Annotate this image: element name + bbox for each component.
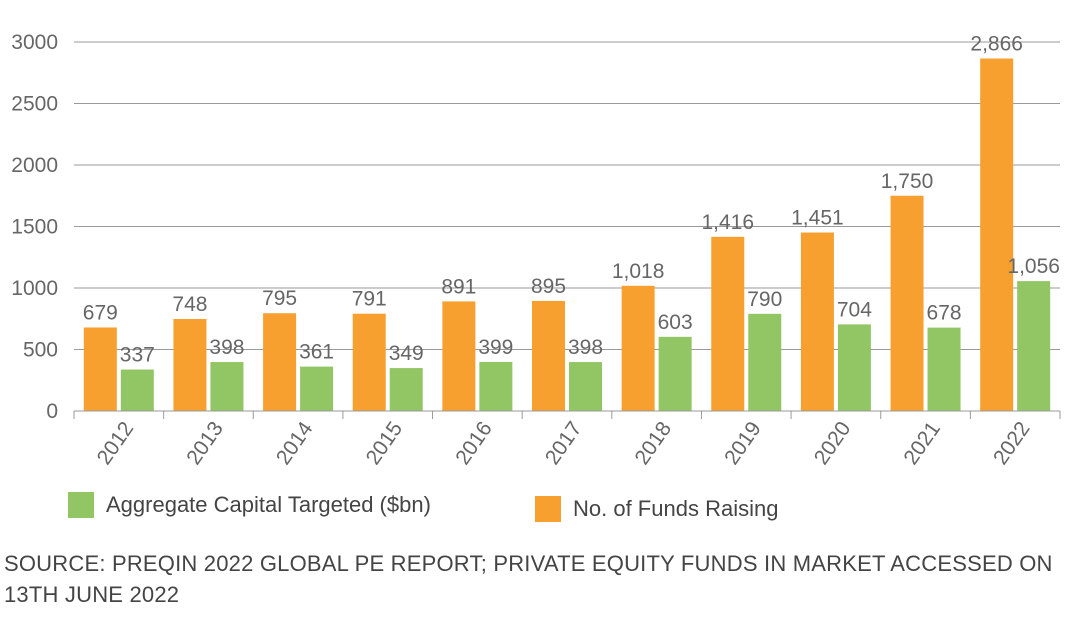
y-tick-label: 3000 [11,31,58,54]
y-tick-label: 1500 [11,216,58,239]
data-labels: 6793377483987953617913498913998953981,01… [83,32,1060,366]
bar-funds-raising [621,285,655,411]
data-label-funds: 795 [262,287,297,310]
data-label-capital: 337 [120,344,155,367]
x-category-label: 2015 [362,418,408,469]
bar-funds-raising [263,313,297,411]
bar-funds-raising [173,318,207,411]
data-label-funds: 748 [172,293,207,316]
legend-label-capital: Aggregate Capital Targeted ($bn) [106,492,431,517]
legend-item-funds: No. of Funds Raising [535,496,778,522]
x-category-label: 2012 [93,418,139,469]
source-note: SOURCE: PREQIN 2022 GLOBAL PE REPORT; PR… [4,551,1053,607]
bar-capital-targeted [658,336,692,411]
bar-capital-targeted [1017,281,1051,411]
data-label-funds: 1,750 [881,170,934,193]
data-label-funds: 1,416 [701,211,754,234]
data-label-capital: 349 [389,342,424,365]
data-label-capital: 704 [837,298,872,321]
bar-capital-targeted [479,361,513,411]
data-label-capital: 399 [478,336,513,359]
bar-funds-raising [532,300,565,411]
data-label-funds: 2,866 [970,32,1023,55]
legend-item-capital: Aggregate Capital Targeted ($bn) [68,492,431,518]
x-category-label: 2020 [810,418,856,469]
data-label-capital: 1,056 [1007,255,1060,278]
data-label-capital: 398 [568,336,603,359]
x-category-label: 2021 [899,418,945,469]
legend-swatch-orange [535,496,561,522]
bar-capital-targeted [389,368,423,411]
bar-funds-raising [711,236,745,411]
bar-funds-raising [352,313,386,411]
y-tick-label: 500 [23,339,58,362]
data-label-funds: 895 [531,275,566,298]
bar-funds-raising [800,232,834,411]
x-category-label: 2014 [272,417,318,469]
bar-funds-raising [890,195,924,411]
bar-capital-targeted [120,369,154,411]
y-tick-label: 0 [46,400,58,423]
y-tick-label: 1000 [11,277,58,300]
x-axis: 2012 2013 2014 2015 2016 2017 2018 2019 2020 2021… [73,410,1061,469]
bar-capital-targeted [300,366,334,411]
y-axis: 0 500 1000 1500 2000 2500 3000 [11,31,58,423]
y-tick-label: 2500 [11,93,58,116]
y-tick-label: 2000 [11,154,58,177]
bar-capital-targeted [748,313,782,411]
data-label-funds: 1,451 [791,207,844,230]
x-category-label: 2018 [630,418,676,469]
data-label-capital: 603 [658,311,693,334]
bars [83,58,1051,412]
bar-funds-raising [83,327,117,411]
data-label-capital: 790 [747,288,782,311]
data-label-capital: 361 [299,341,334,364]
data-label-funds: 679 [83,301,118,324]
x-category-label: 2022 [989,418,1035,469]
legend-label-funds: No. of Funds Raising [573,496,779,521]
bar-funds-raising [442,301,476,411]
data-label-funds: 891 [441,275,476,298]
bar-capital-targeted [569,362,602,411]
bar-capital-targeted [210,362,244,411]
data-label-capital: 678 [927,302,962,325]
x-category-label: 2019 [720,418,766,469]
data-label-capital: 398 [209,336,244,359]
x-category-label: 2013 [182,418,228,469]
data-label-funds: 1,018 [612,260,665,283]
x-category-label: 2016 [451,418,497,469]
legend-swatch-green [68,492,94,518]
x-category-label: 2017 [541,418,587,469]
bar-funds-raising [980,58,1014,412]
bar-capital-targeted [837,324,871,411]
data-label-funds: 791 [352,288,387,311]
bar-capital-targeted [927,327,961,411]
